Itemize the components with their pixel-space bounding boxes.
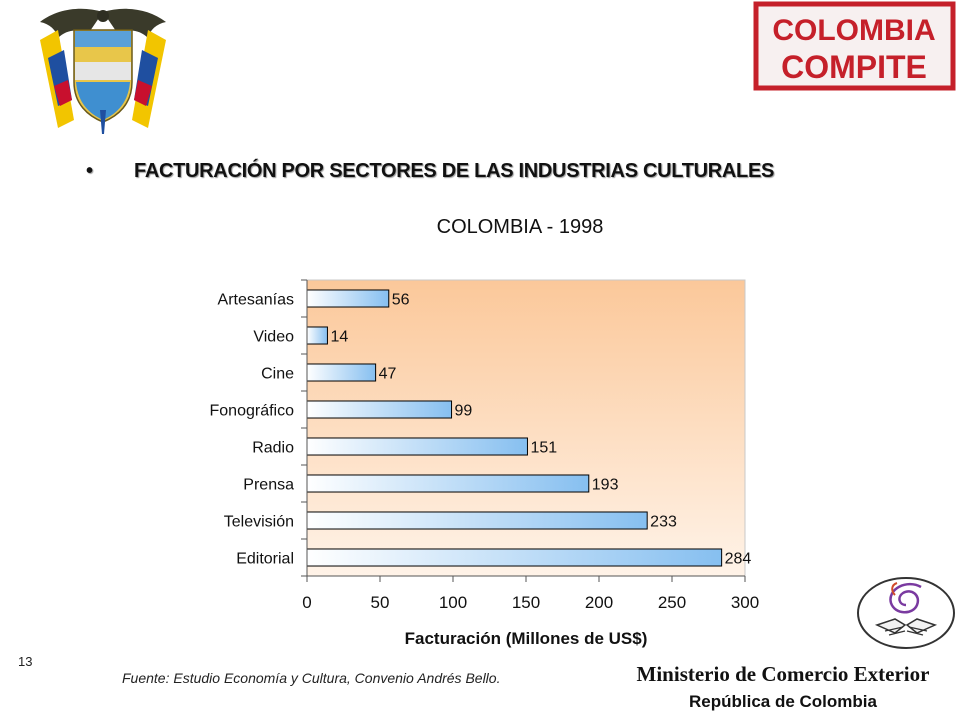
bar-3	[306, 400, 453, 419]
category-label-2: Cine	[261, 366, 294, 383]
x-tick-label-4: 200	[585, 593, 613, 612]
x-tick-label-0: 0	[302, 593, 311, 612]
stamp-line2: COMPITE	[781, 49, 927, 85]
plot-area	[306, 279, 746, 577]
x-tick-label-1: 50	[371, 593, 390, 612]
x-tick-label-5: 250	[658, 593, 686, 612]
category-label-1: Video	[253, 329, 294, 346]
headline-text: FACTURACIÓN POR SECTORES DE LAS INDUSTRI…	[134, 160, 775, 182]
category-label-7: Editorial	[236, 551, 294, 568]
x-tick-label-3: 150	[512, 593, 540, 612]
hands-spiral-logo	[857, 577, 955, 649]
data-label-4: 151	[530, 440, 557, 457]
x-axis-label: Facturación (Millones de US$)	[405, 629, 648, 648]
bar-5	[306, 474, 590, 493]
data-label-7: 284	[725, 551, 752, 568]
x-tick-label-6: 300	[731, 593, 759, 612]
page-number: 13	[18, 654, 33, 669]
republic-name: República de Colombia	[689, 692, 877, 711]
category-label-5: Prensa	[243, 477, 294, 494]
category-label-6: Televisión	[224, 514, 294, 531]
bar-7	[306, 548, 723, 567]
bar-0	[306, 289, 390, 308]
data-label-0: 56	[392, 292, 410, 309]
bar-4	[306, 437, 528, 456]
stamp-line1: COLOMBIA	[772, 14, 935, 47]
data-label-2: 47	[379, 366, 397, 383]
data-label-6: 233	[650, 514, 677, 531]
bar-chart: 56 14 47 99 151 193 233 284 Artesanías Video Cine…	[210, 279, 759, 648]
coat-of-arms-logo	[40, 8, 166, 134]
category-label-0: Artesanías	[218, 292, 294, 309]
category-label-3: Fonográfico	[210, 403, 295, 420]
ministry-name: Ministerio de Comercio Exterior	[636, 662, 930, 686]
source-note: Fuente: Estudio Economía y Cultura, Conv…	[122, 670, 501, 686]
data-label-1: 14	[330, 329, 348, 346]
colombia-compite-stamp-logo: COLOMBIA COMPITE	[753, 1, 956, 91]
chart-title: COLOMBIA - 1998	[436, 216, 604, 238]
data-label-3: 99	[455, 403, 473, 420]
slide-headline: • FACTURACIÓN POR SECTORES DE LAS INDUSTR…	[86, 160, 886, 183]
bar-2	[306, 363, 377, 382]
data-label-5: 193	[592, 477, 619, 494]
bar-6	[306, 511, 648, 530]
bullet-icon: •	[86, 160, 93, 182]
bar-1	[306, 326, 328, 345]
x-tick-label-2: 100	[439, 593, 467, 612]
category-label-4: Radio	[252, 440, 294, 457]
